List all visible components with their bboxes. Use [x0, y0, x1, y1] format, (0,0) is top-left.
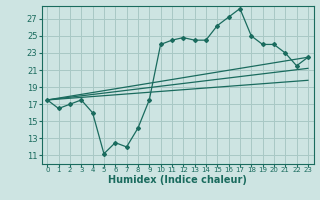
X-axis label: Humidex (Indice chaleur): Humidex (Indice chaleur) [108, 175, 247, 185]
